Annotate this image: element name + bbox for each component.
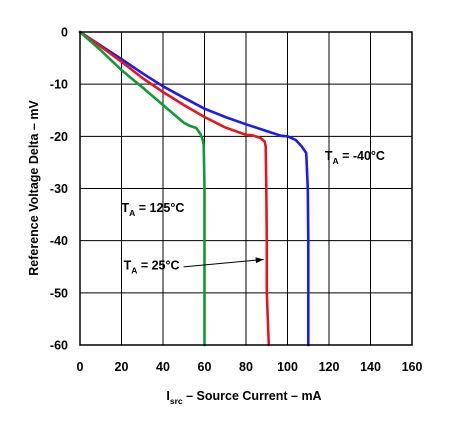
series-line-2 [78, 30, 206, 347]
x-axis-label: Isrc – Source Current – mA [166, 389, 321, 406]
y-tick-label: -50 [50, 286, 68, 300]
x-tick-label: 100 [277, 360, 298, 374]
annotation-arrow-line [183, 258, 264, 268]
tick-labels: 0 20 40 60 80 100 120 140 160 0 -10 -20 -30 -40 -50 -60 [50, 26, 423, 375]
x-tick-label: 60 [198, 360, 212, 374]
y-tick-label: -40 [50, 234, 68, 248]
plot-frame [79, 31, 413, 346]
annotation-layer: TA = -40°C TA = 125°C TA = 25°C [122, 149, 385, 276]
series-label-1: TA = 25°C [124, 258, 180, 275]
y-tick-label: -60 [50, 339, 68, 353]
series-line-1 [78, 30, 271, 347]
y-tick-label: -30 [50, 182, 68, 196]
x-tick-label: 40 [156, 360, 170, 374]
x-tick-label: 140 [360, 360, 381, 374]
x-tick-label: 120 [319, 360, 340, 374]
series-label-2: TA = 125°C [122, 201, 185, 218]
y-tick-label: -20 [50, 130, 68, 144]
x-tick-label: 160 [402, 360, 423, 374]
y-tick-label: -10 [50, 78, 68, 92]
annotation-arrow-head [255, 257, 264, 264]
x-tick-label: 0 [77, 360, 84, 374]
series-layer [78, 30, 310, 347]
series-line-0 [78, 30, 310, 347]
series-label-0: TA = -40°C [325, 149, 385, 166]
y-axis-label: Reference Voltage Delta – mV [27, 100, 41, 276]
x-tick-label: 20 [115, 360, 129, 374]
grid [80, 32, 412, 345]
y-tick-label: 0 [61, 26, 68, 40]
x-tick-label: 80 [239, 360, 253, 374]
